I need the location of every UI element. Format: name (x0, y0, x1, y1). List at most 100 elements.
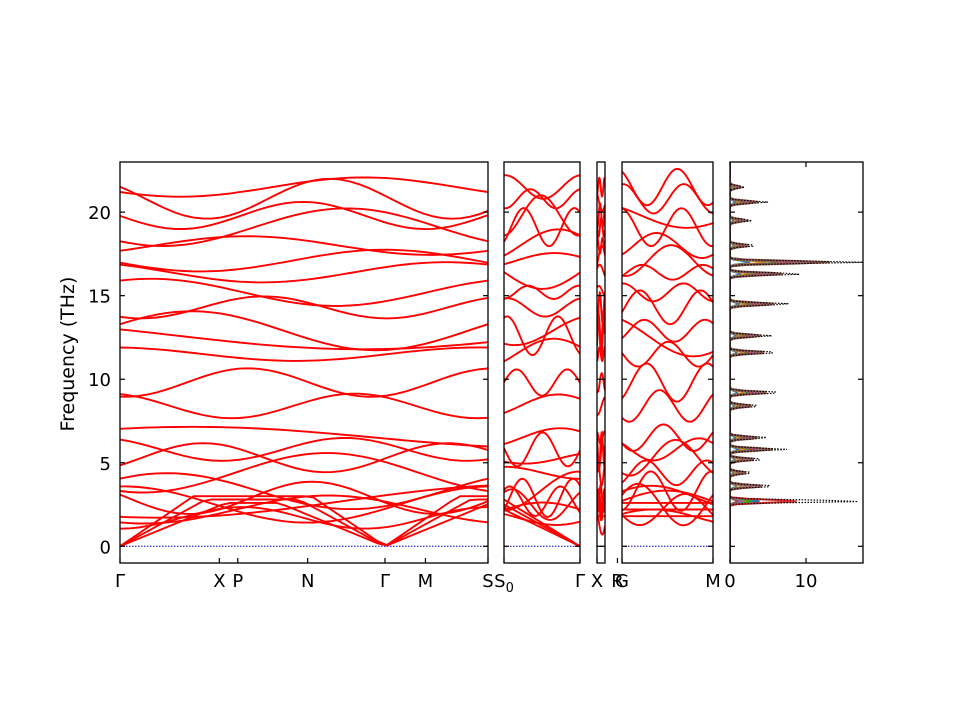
band (504, 368, 580, 397)
dos-curves (730, 162, 863, 563)
band (504, 252, 580, 266)
x-tick-label: P (232, 571, 243, 592)
x-tick-label: Γ (115, 571, 125, 592)
band (622, 362, 713, 403)
y-tick-label: 0 (100, 537, 111, 558)
band-lines (622, 167, 713, 547)
dos-panel: 0 10 (724, 161, 864, 592)
band (120, 176, 488, 198)
x-tick-label: 10 (795, 571, 818, 592)
band (622, 232, 713, 259)
band (120, 442, 488, 474)
band-panel-1: 0 5 10 15 20 Γ X P N Γ M S (88, 161, 494, 592)
band (120, 261, 488, 284)
x-tick-label: X (213, 571, 225, 592)
band (622, 489, 713, 503)
y-tick-label: 20 (88, 203, 111, 224)
x-tick-label: G (615, 571, 629, 592)
band (622, 282, 713, 303)
band (120, 425, 488, 448)
band (504, 477, 580, 518)
band (597, 263, 605, 277)
band (597, 488, 605, 513)
band (120, 295, 488, 320)
band (120, 367, 488, 398)
band (597, 372, 605, 393)
band (622, 340, 713, 368)
band (622, 437, 713, 462)
band (120, 346, 488, 362)
band (120, 235, 488, 256)
band (622, 318, 713, 343)
band (622, 318, 713, 358)
band-lines (597, 176, 605, 547)
band (622, 459, 713, 487)
band (622, 244, 713, 277)
band (120, 200, 488, 231)
panel-frame (119, 161, 489, 564)
band (504, 207, 580, 248)
band (120, 328, 488, 351)
band (120, 277, 488, 307)
band (120, 484, 488, 519)
band (597, 430, 605, 445)
band-panel-3: X (591, 161, 606, 592)
band (120, 392, 488, 420)
band (120, 494, 488, 525)
panel-frame (621, 161, 714, 564)
x-tick-label: M (418, 571, 434, 592)
band (622, 167, 713, 207)
band (120, 452, 488, 494)
dos-frame (729, 161, 864, 564)
band (504, 513, 580, 526)
band (504, 427, 580, 446)
band-panel-2: S0 Γ (494, 161, 585, 596)
band (504, 284, 580, 300)
band-lines (504, 174, 580, 548)
band-lines (120, 176, 488, 548)
y-tick-label: 15 (88, 287, 111, 308)
band (504, 337, 580, 363)
band (622, 389, 713, 423)
band (120, 248, 488, 273)
band (504, 228, 580, 257)
band (504, 271, 580, 290)
y-axis-label: Frequency (THz) (57, 277, 79, 432)
y-tick-label: 10 (88, 370, 111, 391)
x-tick-label: Γ (380, 571, 390, 592)
band (504, 194, 580, 237)
band (504, 470, 580, 512)
band (504, 188, 580, 210)
band (597, 396, 605, 416)
panel-frame (596, 161, 606, 564)
band (622, 470, 713, 512)
band (622, 423, 713, 452)
band (597, 236, 605, 255)
band (120, 437, 488, 462)
band (622, 493, 713, 527)
band (622, 289, 713, 326)
band (504, 393, 580, 414)
band-panel-4: RG M (611, 161, 721, 592)
x-tick-label: X (591, 571, 603, 592)
band (597, 176, 605, 199)
band (597, 509, 605, 536)
band (504, 174, 580, 200)
band (504, 452, 580, 465)
band (120, 480, 488, 515)
band (597, 192, 605, 212)
band (622, 482, 713, 527)
x-tick-label: M (705, 571, 721, 592)
band (504, 315, 580, 357)
x-tick-label: S0 (494, 571, 514, 596)
band (597, 290, 605, 324)
band (622, 207, 713, 229)
panel-frame (503, 161, 581, 564)
band (622, 508, 713, 523)
band (504, 431, 580, 468)
x-tick-label: S (482, 571, 493, 592)
band (504, 465, 580, 480)
band (597, 430, 605, 469)
